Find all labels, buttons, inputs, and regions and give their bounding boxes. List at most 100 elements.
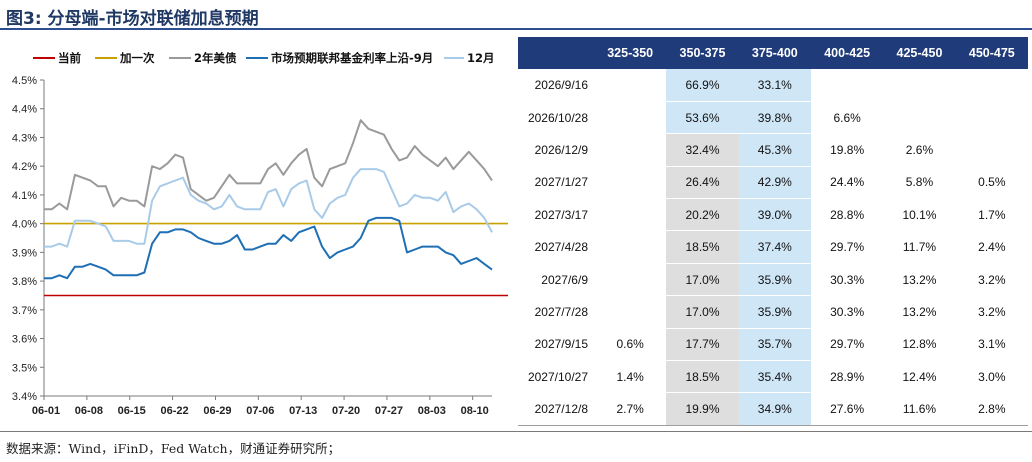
row-date: 2027/1/27 [518, 166, 594, 200]
table-cell: 33.1% [738, 69, 811, 102]
table-cell: 26.4% [666, 166, 739, 200]
table-row: 2026/10/28 53.6% 39.8% 6.6% [518, 101, 1028, 135]
y-tick-label: 3.8% [12, 276, 37, 288]
table-cell: 34.9% [738, 392, 811, 426]
figure-title: 图3: 分母端-市场对联储加息预期 [6, 9, 259, 29]
table-cell [883, 101, 956, 135]
y-tick-label: 3.4% [12, 391, 37, 403]
header-400-425: 400-425 [810, 37, 884, 69]
table-cell: 45.3% [738, 133, 811, 167]
legend-label-4: 12月 [467, 51, 495, 65]
legend-label-0: 当前 [58, 51, 81, 65]
y-tick-label: 4.0% [12, 219, 37, 231]
row-date: 2026/9/16 [518, 69, 594, 102]
table-cell: 18.5% [666, 360, 739, 394]
table-cell: 29.7% [810, 328, 884, 362]
table-cell: 3.0% [955, 360, 1028, 394]
table-cell [955, 69, 1028, 102]
table-cell: 2.4% [955, 230, 1028, 264]
table-cell: 0.5% [955, 166, 1028, 200]
table-cell: 12.4% [883, 360, 956, 394]
header-350-375: 350-375 [666, 37, 739, 69]
row-date: 2027/12/8 [518, 392, 594, 426]
table-cell [810, 69, 884, 102]
table-cell: 53.6% [666, 101, 739, 135]
table-cell: 37.4% [738, 230, 811, 264]
legend-label-3: 市场预期联邦基金利率上沿-9月 [271, 51, 433, 65]
x-tick-label: 07-13 [289, 405, 317, 417]
table-cell: 66.9% [666, 69, 739, 102]
table-row: 2027/3/17 20.2% 39.0% 28.8% 10.1% 1.7% [518, 198, 1028, 232]
table-cell [594, 230, 667, 264]
table-row: 2027/4/28 18.5% 37.4% 29.7% 11.7% 2.4% [518, 230, 1028, 264]
series-line-4 [44, 168, 493, 248]
table-cell: 39.8% [738, 101, 811, 135]
table-cell: 30.3% [810, 295, 884, 329]
y-tick-label: 4.4% [12, 104, 37, 116]
table-row: 2027/10/27 1.4% 18.5% 35.4% 28.9% 12.4% 3.0% [518, 360, 1028, 394]
header-325-350: 325-350 [594, 37, 667, 69]
table-cell: 1.7% [955, 198, 1028, 232]
y-tick-label: 3.7% [12, 305, 37, 317]
table-cell: 28.8% [810, 198, 884, 232]
table-cell: 11.6% [883, 392, 956, 426]
header-date [518, 37, 594, 69]
table-cell: 2.8% [955, 392, 1028, 426]
table-cell: 11.7% [883, 230, 956, 264]
table-cell: 13.2% [883, 295, 956, 329]
y-tick-label: 4.3% [12, 132, 37, 144]
table-cell: 2.7% [594, 392, 667, 426]
source-note: 数据来源：Wind，iFinD，Fed Watch，财通证券研究所； [6, 441, 341, 456]
table-cell: 42.9% [738, 166, 811, 200]
x-tick-label: 06-08 [75, 405, 103, 417]
table-cell: 24.4% [810, 166, 884, 200]
title-underline [0, 28, 1032, 30]
table-cell: 17.0% [666, 263, 739, 297]
x-tick-label: 06-15 [118, 405, 146, 417]
table-cell: 3.1% [955, 328, 1028, 362]
table-row: 2027/7/28 17.0% 35.9% 30.3% 13.2% 3.2% [518, 295, 1028, 329]
table-cell [955, 133, 1028, 167]
table-cell: 18.5% [666, 230, 739, 264]
bottom-rule [0, 431, 1032, 432]
table-cell: 28.9% [810, 360, 884, 394]
y-tick-label: 3.5% [12, 362, 37, 374]
y-tick-label: 4.5% [12, 75, 37, 87]
table-cell [594, 166, 667, 200]
table-cell: 5.8% [883, 166, 956, 200]
line-chart: 当前 加一次 2年美债 市场预期联邦基金利率上沿-9月 12月 3.4% 3.5% 3.6% 3… [12, 51, 508, 417]
x-tick-label: 06-22 [161, 405, 189, 417]
x-tick-label: 06-29 [203, 405, 231, 417]
header-450-475: 450-475 [955, 37, 1028, 69]
table-cell [594, 263, 667, 297]
table-row: 2027/1/27 26.4% 42.9% 24.4% 5.8% 0.5% [518, 166, 1028, 200]
x-tick-label: 07-27 [375, 405, 403, 417]
legend-label-2: 2年美债 [194, 51, 237, 65]
header-375-400: 375-400 [738, 37, 811, 69]
table-cell: 35.7% [738, 328, 811, 362]
table-row: 2027/9/15 0.6% 17.7% 35.7% 29.7% 12.8% 3.1% [518, 328, 1028, 362]
table-cell: 32.4% [666, 133, 739, 167]
header-425-450: 425-450 [883, 37, 956, 69]
table-cell: 3.2% [955, 263, 1028, 297]
x-tick-label: 06-01 [32, 405, 60, 417]
table-cell: 39.0% [738, 198, 811, 232]
table-cell [594, 101, 667, 135]
table-cell: 29.7% [810, 230, 884, 264]
table-cell: 19.9% [666, 392, 739, 426]
row-date: 2027/4/28 [518, 230, 594, 264]
table-body: 2026/9/16 66.9% 33.1% 2026/10/28 53.6% 39.8% 6… [518, 69, 1028, 426]
table-cell: 30.3% [810, 263, 884, 297]
table-cell: 17.0% [666, 295, 739, 329]
table-cell: 1.4% [594, 360, 667, 394]
legend-label-1: 加一次 [119, 51, 155, 65]
table-cell: 2.6% [883, 133, 956, 167]
table-cell [594, 295, 667, 329]
row-date: 2026/10/28 [518, 101, 594, 135]
table-cell [594, 133, 667, 167]
x-tick-label: 07-06 [246, 405, 274, 417]
table-row: 2026/12/9 32.4% 45.3% 19.8% 2.6% [518, 133, 1028, 167]
row-date: 2027/3/17 [518, 198, 594, 232]
row-date: 2027/10/27 [518, 360, 594, 394]
table-cell: 27.6% [810, 392, 884, 426]
